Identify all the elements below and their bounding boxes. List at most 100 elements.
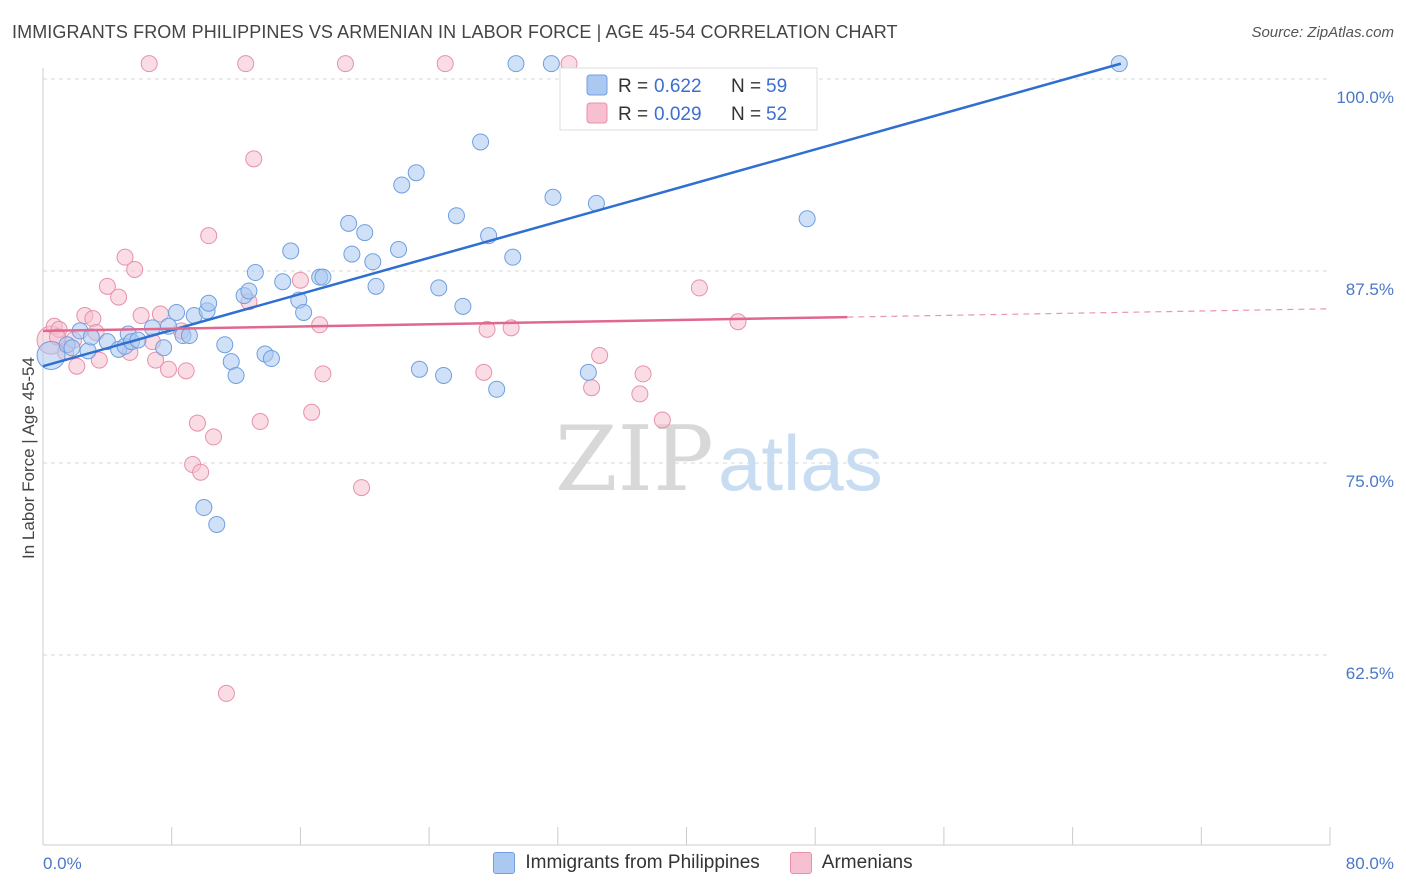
armenians-point-27 — [205, 428, 223, 446]
philippines-point-5 — [82, 328, 100, 346]
axes — [42, 68, 1331, 846]
armenians-point-15 — [132, 307, 150, 325]
pink-trend-extension — [847, 308, 1331, 318]
philippines-point-47 — [454, 297, 472, 315]
blue-trend-line — [42, 62, 1122, 368]
philippines-point-46 — [447, 207, 465, 225]
bottom-legend: Immigrants from Philippines Armenians — [0, 852, 1406, 874]
y-tick-1: 75.0% — [1346, 472, 1394, 491]
armenians-point-10 — [98, 277, 116, 295]
philippines-point-51 — [504, 248, 522, 266]
legend-item-armenians[interactable]: Armenians — [789, 852, 913, 874]
armenians-point-36 — [314, 365, 332, 383]
armenians-point-12 — [116, 248, 134, 266]
armenians-point-41 — [478, 320, 496, 338]
legend-r-blue: 0.622 — [654, 76, 702, 97]
y-tick-3: 100.0% — [1336, 88, 1394, 107]
armenians-point-47 — [634, 365, 652, 383]
philippines-point-20 — [200, 294, 218, 312]
philippines-point-57 — [798, 210, 816, 228]
armenians-point-16 — [140, 55, 158, 73]
philippines-point-38 — [364, 253, 382, 271]
source-label: Source: ZipAtlas.com — [1251, 24, 1394, 41]
armenians-point-14 — [126, 260, 144, 278]
armenians-point-7 — [84, 310, 102, 328]
y-tick-labels: 62.5% 75.0% 87.5% 100.0% — [1336, 88, 1394, 683]
philippines-point-41 — [393, 176, 411, 194]
armenians-point-37 — [336, 55, 354, 73]
armenians-point-29 — [237, 55, 255, 73]
legend-n-blue: 59 — [766, 76, 787, 97]
armenians-point-28 — [217, 684, 235, 702]
armenians-point-35 — [311, 316, 329, 334]
philippines-point-17 — [180, 327, 198, 345]
legend-item-philippines[interactable]: Immigrants from Philippines — [493, 852, 760, 874]
watermark-atlas: atlas — [718, 419, 883, 507]
philippines-point-13 — [155, 339, 173, 357]
armenians-point-11 — [110, 288, 128, 306]
legend-label-philippines: Immigrants from Philippines — [525, 852, 760, 873]
philippines-point-34 — [314, 268, 332, 286]
armenians-point-32 — [251, 413, 269, 431]
legend-swatch-philippines — [493, 852, 516, 874]
philippines-point-50 — [488, 380, 506, 398]
chart-title: IMMIGRANTS FROM PHILIPPINES VS ARMENIAN … — [12, 22, 898, 42]
armenians-point-49 — [690, 279, 708, 297]
philippines-point-40 — [390, 240, 408, 258]
philippines-point-35 — [340, 214, 358, 232]
armenians-point-46 — [631, 385, 649, 403]
y-tick-2: 87.5% — [1346, 280, 1394, 299]
armenians-point-39 — [436, 55, 454, 73]
armenians-point-50 — [729, 313, 747, 331]
armenians-point-33 — [291, 271, 309, 289]
philippines-point-48 — [472, 133, 490, 151]
philippines-point-23 — [227, 366, 245, 384]
philippines-point-21 — [216, 336, 234, 354]
armenians-point-40 — [475, 363, 493, 381]
watermark-zip: ZIP — [555, 407, 714, 512]
armenians-point-31 — [245, 150, 263, 168]
legend-n-label-2: N = — [731, 104, 761, 125]
legend-r-label-2: R = — [618, 104, 648, 125]
philippines-point-39 — [367, 277, 385, 295]
philippines-point-42 — [407, 164, 425, 182]
legend-r-label: R = — [618, 76, 648, 97]
armenians-point-5 — [68, 357, 86, 375]
armenians-point-45 — [591, 346, 609, 364]
armenians-points — [36, 55, 747, 702]
armenians-point-38 — [353, 479, 371, 497]
legend-n-pink: 52 — [766, 104, 787, 125]
philippines-point-43 — [410, 360, 428, 378]
armenians-point-25 — [192, 463, 210, 481]
y-axis-label: In Labor Force | Age 45-54 — [19, 357, 38, 559]
legend-swatch-blue — [586, 74, 608, 96]
philippines-point-15 — [168, 303, 186, 321]
armenians-point-18 — [147, 351, 165, 369]
armenians-point-20 — [159, 360, 177, 378]
x-tick-max: 80.0% — [1346, 854, 1394, 873]
armenians-point-48 — [653, 411, 671, 429]
legend-swatch-armenians — [789, 852, 812, 874]
philippines-point-52 — [507, 55, 525, 73]
philippines-point-45 — [435, 366, 453, 384]
armenians-point-22 — [177, 362, 195, 380]
philippines-point-59 — [208, 515, 226, 533]
philippines-point-54 — [544, 188, 562, 206]
philippines-point-30 — [282, 242, 300, 260]
philippines-point-53 — [542, 55, 560, 73]
philippines-point-25 — [240, 282, 258, 300]
philippines-point-37 — [356, 224, 374, 242]
legend-n-label: N = — [731, 76, 761, 97]
armenians-point-26 — [200, 227, 218, 245]
legend-swatch-pink — [586, 102, 608, 124]
philippines-point-32 — [295, 303, 313, 321]
philippines-point-44 — [430, 279, 448, 297]
philippines-point-2 — [63, 339, 81, 357]
philippines-point-28 — [262, 350, 280, 368]
armenians-point-44 — [583, 379, 601, 397]
x-tick-min: 0.0% — [43, 854, 82, 873]
philippines-point-26 — [246, 264, 264, 282]
y-tick-0: 62.5% — [1346, 664, 1394, 683]
top-legend: R = 0.622 N = 59 R = 0.029 N = 52 — [559, 67, 818, 131]
